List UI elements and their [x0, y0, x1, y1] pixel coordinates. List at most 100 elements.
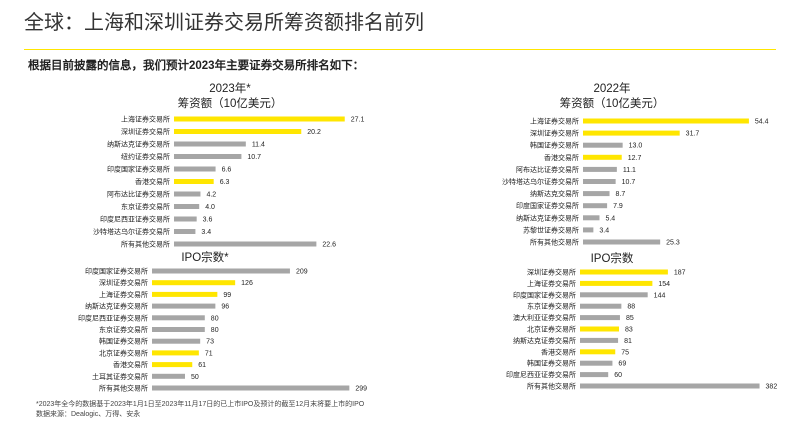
data-label: 11.1	[623, 167, 636, 174]
data-label: 382	[766, 384, 778, 391]
category-label: 香港交易所	[541, 347, 576, 356]
category-label: 韩国证券交易所	[99, 337, 148, 346]
data-label: 85	[626, 315, 634, 322]
data-label: 73	[206, 339, 214, 346]
data-label: 80	[211, 315, 219, 322]
category-label: 所有其他交易所	[121, 240, 170, 249]
bar	[152, 373, 185, 379]
bar	[174, 141, 246, 147]
bar	[583, 118, 749, 124]
data-label: 12.7	[628, 155, 642, 162]
bar	[583, 191, 610, 197]
data-label: 3.4	[201, 229, 211, 236]
category-label: 印度尼西亚证券交易所	[100, 215, 170, 224]
bar	[152, 315, 205, 321]
bar	[174, 179, 214, 184]
category-label: 纳斯达克交易所	[530, 189, 579, 198]
data-label: 10.7	[622, 179, 636, 186]
bar	[580, 269, 668, 275]
data-label: 81	[624, 338, 632, 345]
data-label: 99	[223, 292, 231, 299]
data-label: 3.6	[203, 217, 213, 224]
category-label: 韩国证券交易所	[530, 141, 579, 150]
data-label: 209	[296, 269, 308, 276]
bar	[152, 291, 218, 297]
bar	[174, 154, 242, 159]
data-label: 54.4	[755, 119, 769, 126]
bar	[174, 241, 317, 247]
bar	[152, 362, 193, 368]
category-label: 韩国证券交易所	[527, 359, 576, 368]
category-label: 印度国家证券交易所	[107, 165, 170, 174]
category-label: 澳大利亚证券交易所	[513, 313, 576, 322]
bar	[580, 383, 760, 389]
bar	[583, 154, 622, 160]
category-label: 沙特塔达乌尔证券交易所	[502, 177, 579, 186]
bar	[174, 129, 302, 134]
category-label: 北京证券交易所	[527, 325, 576, 334]
category-label: 阿布达比证券交易所	[107, 190, 170, 199]
data-label: 69	[618, 361, 626, 368]
data-label: 4.2	[206, 192, 216, 199]
bar	[174, 191, 201, 197]
data-label: 20.2	[307, 129, 321, 136]
category-label: 沙特塔达乌尔证券交易所	[93, 227, 170, 236]
footnote-note: *2023年全今的数据基于2023年1月1日至2023年11月17日的已上市IP…	[36, 401, 365, 408]
data-label: 50	[191, 374, 199, 381]
bar	[580, 303, 622, 309]
data-label: 187	[674, 270, 686, 277]
page-title: 全球：上海和深圳证券交易所筹资额排名前列	[24, 12, 424, 34]
category-label: 土耳其证券交易所	[92, 372, 148, 381]
data-label: 3.4	[599, 227, 609, 234]
data-label: 8.7	[616, 191, 626, 198]
bar	[580, 315, 620, 321]
category-label: 深圳证券交易所	[530, 129, 579, 138]
bar	[583, 215, 600, 221]
bar	[174, 166, 216, 172]
chart-title: IPO宗数	[591, 251, 634, 265]
category-label: 印度国家证券交易所	[513, 290, 576, 299]
category-label: 纳斯达克证券交易所	[516, 213, 579, 222]
bar	[174, 229, 196, 234]
bar	[152, 268, 290, 274]
category-label: 纳斯达克证券交易所	[107, 140, 170, 149]
bar	[580, 349, 616, 355]
chart-title: 2023年*	[209, 81, 251, 95]
chart-title: IPO宗数*	[181, 250, 229, 264]
bar	[580, 372, 609, 378]
bar	[580, 337, 619, 343]
bar	[580, 292, 648, 298]
data-label: 71	[205, 350, 213, 357]
data-label: 22.6	[322, 242, 336, 249]
category-label: 纳斯达克证券交易所	[85, 302, 148, 311]
bar	[580, 326, 620, 332]
data-label: 60	[614, 372, 622, 379]
bar	[152, 280, 236, 286]
category-label: 印度国家证券交易所	[516, 201, 579, 210]
bar	[580, 360, 613, 366]
chart-3: IPO宗数* 印度国家证券交易所 209 深圳证券交易所 126 上海证券交易所 99 纳斯达…	[78, 250, 367, 393]
data-label: 5.4	[605, 215, 615, 222]
category-label: 东京证券交易所	[527, 302, 576, 311]
bar	[174, 216, 197, 222]
bar	[174, 116, 345, 122]
category-label: 所有其他交易所	[99, 384, 148, 393]
bar	[152, 338, 201, 344]
bar	[580, 280, 653, 286]
data-label: 4.0	[205, 204, 215, 211]
chart-subtitle: 筹资额（10亿美元）	[560, 96, 665, 110]
page-subtitle: 根据目前披露的信息，我们预计2023年主要证券交易所排名如下：	[28, 60, 365, 72]
bar	[583, 130, 680, 136]
bar	[152, 327, 205, 332]
category-label: 印度尼西亚证券交易所	[78, 313, 148, 322]
category-label: 深圳证券交易所	[99, 278, 148, 287]
chart-subtitle: 筹资额（10亿美元）	[178, 96, 283, 110]
footnote-source: 数据来源：Dealogic、万得、安永	[36, 411, 141, 418]
category-label: 深圳证券交易所	[121, 127, 170, 136]
bar	[583, 142, 623, 148]
data-label: 6.3	[220, 179, 230, 186]
data-label: 83	[625, 327, 633, 334]
category-label: 苏黎世证券交易所	[523, 225, 579, 234]
data-label: 6.6	[222, 167, 232, 174]
data-label: 154	[658, 281, 670, 288]
